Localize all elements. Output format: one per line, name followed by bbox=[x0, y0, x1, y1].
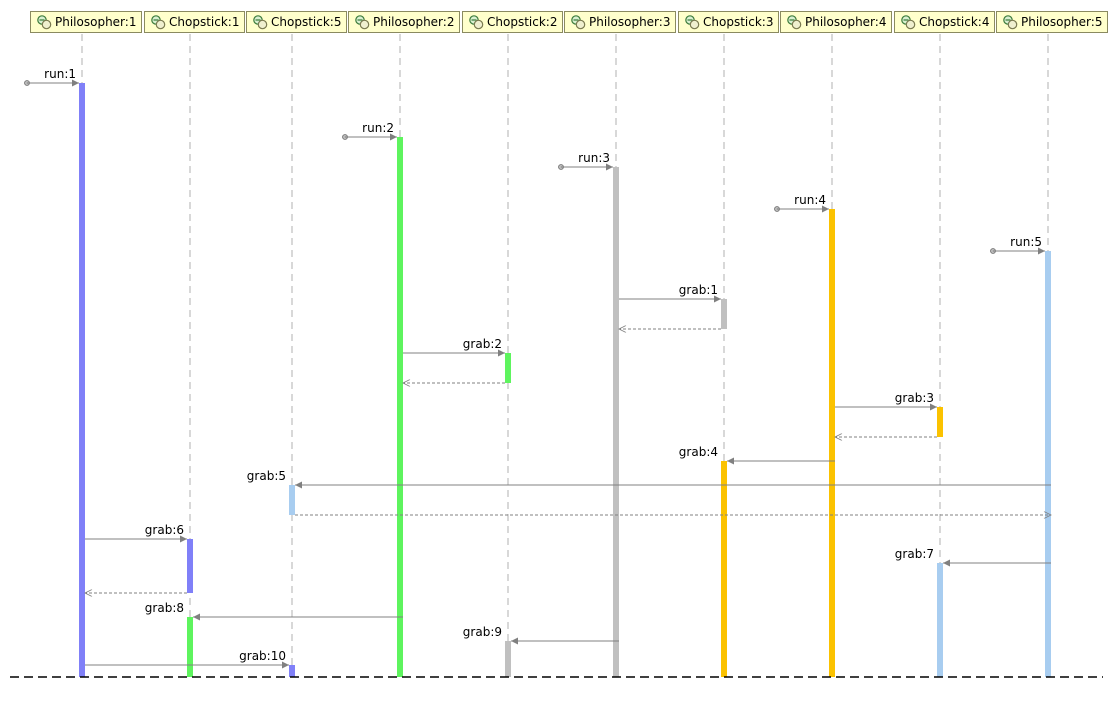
activation-bar bbox=[721, 461, 727, 677]
lifeline-label: Philosopher:1 bbox=[55, 15, 137, 29]
lifeline-label: Chopstick:1 bbox=[169, 15, 240, 29]
lifeline-header-chopstick-1[interactable]: Chopstick:1 bbox=[144, 11, 246, 33]
lifeline-header-philosopher-3[interactable]: Philosopher:3 bbox=[564, 11, 677, 33]
object-icon bbox=[37, 15, 52, 30]
message-label-run-5: run:5 bbox=[1010, 235, 1042, 249]
lifeline-header-philosopher-1[interactable]: Philosopher:1 bbox=[30, 11, 143, 33]
lifeline-header-chopstick-3[interactable]: Chopstick:3 bbox=[678, 11, 780, 33]
activation-bar bbox=[937, 563, 943, 677]
message-label-run-4: run:4 bbox=[794, 193, 826, 207]
activation-bar bbox=[721, 299, 727, 329]
message-label-grab-5: grab:5 bbox=[247, 469, 286, 483]
object-icon bbox=[253, 15, 268, 30]
message-label-grab-8: grab:8 bbox=[145, 601, 184, 615]
lifeline-label: Chopstick:2 bbox=[487, 15, 558, 29]
message-label-run-3: run:3 bbox=[578, 151, 610, 165]
lifeline-label: Chopstick:4 bbox=[919, 15, 990, 29]
activation-bar bbox=[613, 167, 619, 677]
lifeline-label: Chopstick:5 bbox=[271, 15, 342, 29]
activation-bar bbox=[397, 137, 403, 677]
object-icon bbox=[787, 15, 802, 30]
lifeline-header-philosopher-5[interactable]: Philosopher:5 bbox=[996, 11, 1109, 33]
lifeline-header-philosopher-4[interactable]: Philosopher:4 bbox=[780, 11, 893, 33]
activation-bar bbox=[79, 83, 85, 677]
message-label-grab-9: grab:9 bbox=[463, 625, 502, 639]
activation-bar bbox=[505, 353, 511, 383]
lifeline-label: Chopstick:3 bbox=[703, 15, 774, 29]
lifeline-label: Philosopher:3 bbox=[589, 15, 671, 29]
object-icon bbox=[571, 15, 586, 30]
activation-bar bbox=[187, 539, 193, 593]
object-icon bbox=[901, 15, 916, 30]
activation-bar bbox=[289, 665, 295, 677]
lifeline-header-chopstick-5[interactable]: Chopstick:5 bbox=[246, 11, 348, 33]
object-icon bbox=[685, 15, 700, 30]
message-label-grab-4: grab:4 bbox=[679, 445, 718, 459]
message-label-run-2: run:2 bbox=[362, 121, 394, 135]
lifeline-header-chopstick-4[interactable]: Chopstick:4 bbox=[894, 11, 996, 33]
activation-bar bbox=[937, 407, 943, 437]
message-label-grab-7: grab:7 bbox=[895, 547, 934, 561]
activation-bar bbox=[829, 209, 835, 677]
object-icon bbox=[1003, 15, 1018, 30]
object-icon bbox=[469, 15, 484, 30]
lifeline-header-philosopher-2[interactable]: Philosopher:2 bbox=[348, 11, 461, 33]
activation-bar bbox=[1045, 251, 1051, 677]
activation-bar bbox=[289, 485, 295, 515]
message-label-run-1: run:1 bbox=[44, 67, 76, 81]
activation-bar bbox=[505, 641, 511, 677]
activation-bar bbox=[187, 617, 193, 677]
message-label-grab-3: grab:3 bbox=[895, 391, 934, 405]
object-icon bbox=[355, 15, 370, 30]
lifeline-label: Philosopher:2 bbox=[373, 15, 455, 29]
lifeline-label: Philosopher:5 bbox=[1021, 15, 1103, 29]
message-label-grab-6: grab:6 bbox=[145, 523, 184, 537]
lifeline-label: Philosopher:4 bbox=[805, 15, 887, 29]
lifeline-header-chopstick-2[interactable]: Chopstick:2 bbox=[462, 11, 564, 33]
object-icon bbox=[151, 15, 166, 30]
message-label-grab-2: grab:2 bbox=[463, 337, 502, 351]
message-label-grab-1: grab:1 bbox=[679, 283, 718, 297]
message-label-grab-10: grab:10 bbox=[239, 649, 286, 663]
